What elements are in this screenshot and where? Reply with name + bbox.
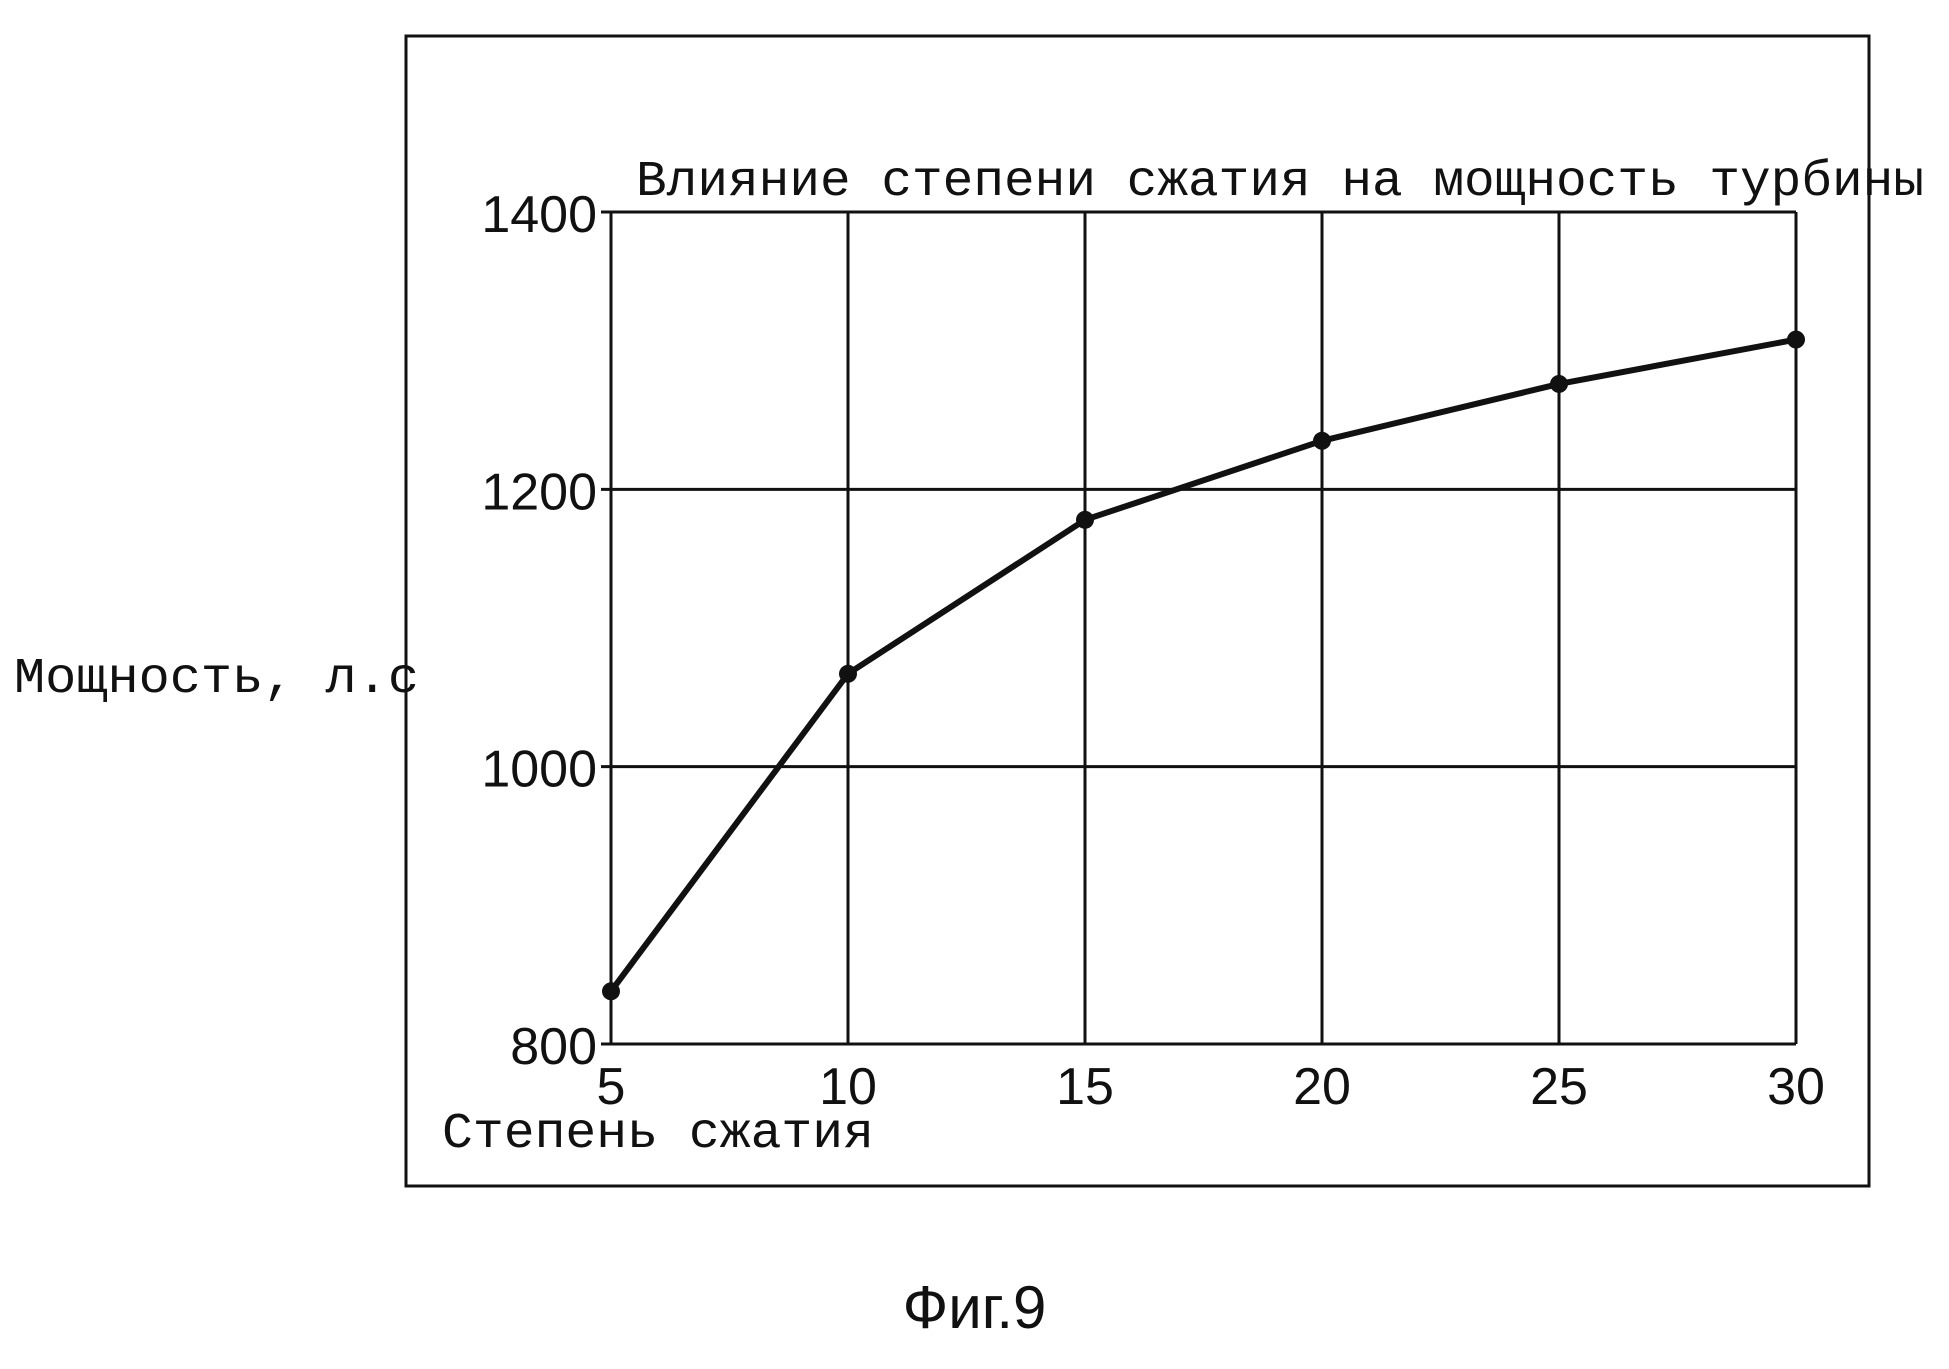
x-tick-label-15: 15	[1056, 1058, 1114, 1116]
x-tick-label-25: 25	[1530, 1058, 1588, 1116]
x-tick-label-10: 10	[819, 1058, 877, 1116]
tick-layer: 800 1000 1200 1400 5 10 15 20 25 30	[481, 186, 1825, 1116]
data-point-10	[839, 664, 857, 683]
y-tick-label-1000: 1000	[481, 741, 597, 799]
data-point-15	[1076, 510, 1094, 529]
data-point-25	[1550, 374, 1568, 393]
x-tick-label-5: 5	[597, 1058, 626, 1116]
grid-layer	[601, 210, 1798, 1046]
y-tick-label-800: 800	[510, 1018, 597, 1076]
data-point-20	[1313, 431, 1331, 450]
x-axis-label: Степень сжатия	[442, 1106, 874, 1163]
y-tick-label-1400: 1400	[481, 186, 597, 244]
y-axis-label: Мощность, л.с	[14, 651, 419, 708]
chart-frame	[404, 34, 1871, 1188]
data-point-30	[1787, 330, 1805, 349]
series-line-0	[608, 336, 1799, 995]
data-point-5	[602, 982, 620, 1001]
chart-title: Влияние степени сжатия на мощность турби…	[636, 154, 1924, 211]
x-tick-label-30: 30	[1767, 1058, 1825, 1116]
x-tick-label-20: 20	[1293, 1058, 1351, 1116]
figure-caption: Фиг.9	[902, 1274, 1047, 1341]
series-layer	[602, 330, 1805, 1001]
y-tick-label-1200: 1200	[481, 463, 597, 521]
